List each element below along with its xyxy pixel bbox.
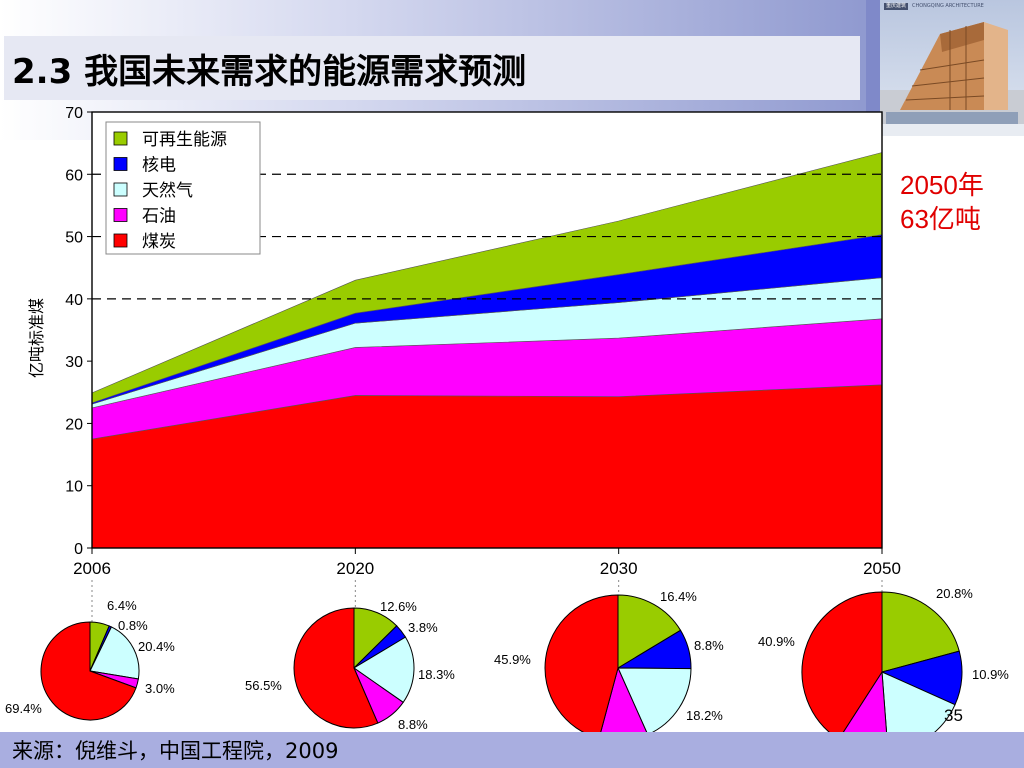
legend-swatch [113, 182, 128, 197]
pie-slice-label: 3.8% [408, 620, 438, 635]
annotation-total: 63亿吨 [900, 204, 981, 234]
pie-slice [40, 621, 137, 721]
pie-slice-label: 56.5% [245, 678, 282, 693]
annotation-year: 2050年 [900, 170, 984, 200]
source-citation: 来源：倪维斗，中国工程院，2009 [12, 739, 339, 763]
legend-label: 可再生能源 [142, 130, 227, 150]
header-side-band [866, 0, 880, 140]
x-tick-label: 2006 [73, 559, 111, 578]
slide-title: 2.3 我国未来需求的能源需求预测 [12, 51, 527, 92]
pie-slice-label: 20.4% [138, 639, 175, 654]
pie-slice-label: 6.4% [107, 598, 137, 613]
pie-slice-label: 45.9% [494, 652, 531, 667]
y-tick-label: 0 [74, 541, 83, 558]
y-tick-label: 50 [65, 230, 83, 247]
legend-box [105, 121, 261, 255]
pie-2050: 20.8%10.9%17.1%10.3%40.9% [758, 586, 1009, 761]
legend-swatch [113, 208, 128, 222]
title-box [4, 36, 860, 100]
pie-slice-label: 40.9% [758, 634, 795, 649]
plot-frame [91, 111, 883, 549]
pie-slice [881, 591, 960, 673]
pie-slice-label: 8.8% [398, 717, 428, 732]
building-caption-en: CHONGQING ARCHITECTURE [912, 3, 984, 9]
building-photo: 重庆建筑 CHONGQING ARCHITECTURE [880, 0, 1024, 136]
y-tick-label: 70 [65, 105, 83, 122]
building-caption: 重庆建筑 [884, 3, 909, 10]
pie-slice-label: 20.8% [936, 586, 973, 601]
y-tick-label: 60 [65, 167, 83, 184]
x-tick-label: 2030 [600, 559, 638, 578]
pie-2030: 16.4%8.8%18.2%10.9%45.9% [494, 589, 724, 759]
y-tick-label: 10 [65, 479, 83, 496]
pie-slice-label: 3.0% [145, 681, 175, 696]
x-tick-label: 2050 [863, 559, 901, 578]
pie-slice-label: 12.6% [380, 599, 417, 614]
legend-label: 石油 [142, 207, 176, 227]
pie-slice-label: 69.4% [5, 701, 42, 716]
pie-slice-label: 10.9% [972, 667, 1009, 682]
pie-slice [89, 626, 140, 680]
pie-slice-label: 8.8% [694, 638, 724, 653]
pie-slice [801, 591, 883, 740]
legend-swatch [113, 157, 128, 171]
y-axis-label: 亿吨标准煤 [27, 298, 46, 378]
pie-slice [617, 594, 682, 669]
y-tick-label: 40 [65, 292, 83, 309]
building-illustration [880, 22, 1024, 136]
pie-2006: 6.4% 0.8% 20.4% 3.0% 69.4% [5, 598, 175, 721]
annotation-2050: 2050年 63亿吨 [900, 168, 1020, 236]
pie-slice-label: 18.3% [418, 667, 455, 682]
legend-label: 天然气 [142, 181, 193, 201]
y-tick-label: 30 [65, 354, 83, 371]
pie-slice-label: 16.4% [660, 589, 697, 604]
pie-2020: 12.6% 3.8% 18.3% 8.8% 56.5% [245, 599, 455, 732]
pie-slice-label: 18.2% [686, 708, 723, 723]
legend-swatch [113, 131, 128, 146]
footer-band [0, 732, 1024, 768]
pie-slice [293, 607, 379, 729]
pie-slice [544, 594, 619, 740]
legend-label: 煤炭 [142, 232, 176, 252]
legend-label: 核电 [142, 156, 176, 176]
legend-swatch [113, 233, 128, 248]
pie-slice-label: 0.8% [118, 618, 148, 633]
y-tick-label: 20 [65, 416, 83, 433]
page-number: 35 [944, 706, 963, 725]
pie-slice [353, 636, 415, 704]
x-tick-label: 2020 [336, 559, 374, 578]
pie-charts: 6.4% 0.8% 20.4% 3.0% 69.4% 12.6% 3.8% 18.3% 8.8%… [5, 586, 1009, 761]
